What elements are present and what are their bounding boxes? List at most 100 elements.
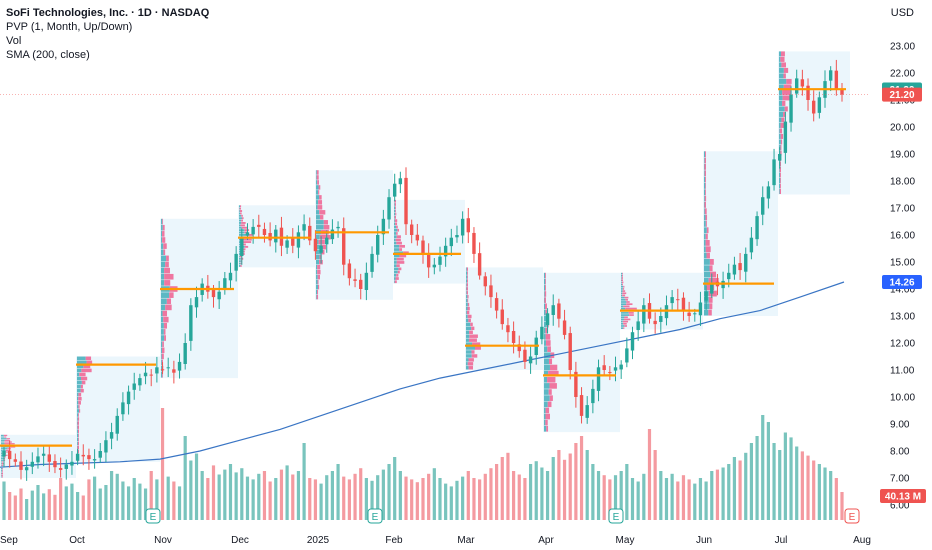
profile-row-down <box>468 318 471 323</box>
profile-row-down <box>467 298 469 303</box>
volume-bar <box>291 474 295 520</box>
volume-bar <box>472 478 476 520</box>
profile-row-up <box>704 220 706 227</box>
candle-body <box>2 451 6 457</box>
candle-body <box>53 461 57 468</box>
profile-row-up <box>394 244 400 248</box>
candle-body <box>494 298 499 311</box>
profile-row-down <box>623 285 625 288</box>
earnings-marker[interactable]: E <box>145 508 161 524</box>
profile-row-down <box>782 100 786 106</box>
profile-row-up <box>394 238 396 242</box>
earnings-marker[interactable]: E <box>608 508 624 524</box>
profile-row-down <box>317 180 319 185</box>
profile-row-up <box>77 421 78 425</box>
volume-bar <box>177 486 182 520</box>
profile-row-up <box>77 392 79 397</box>
profile-row-down <box>241 214 243 217</box>
currency-label[interactable]: USD <box>890 7 914 19</box>
profile-row-down <box>394 199 396 203</box>
profile-row-down <box>321 249 325 255</box>
volume-bar <box>200 471 204 520</box>
profile-row-up <box>779 133 781 139</box>
profile-row-down <box>397 270 400 274</box>
volume-bar <box>551 457 555 520</box>
profile-row-up <box>161 249 164 256</box>
profile-row-down <box>545 334 551 340</box>
profile-row-up <box>77 425 78 429</box>
profile-row-down <box>626 301 630 303</box>
profile-row-down <box>466 287 468 291</box>
candle-body <box>460 218 465 236</box>
profile-row-down <box>79 372 86 377</box>
profile-row-down <box>1 476 3 478</box>
earnings-label: E <box>150 512 157 523</box>
profile-row-down <box>78 433 79 437</box>
candle-body <box>155 367 159 374</box>
volume-bar <box>817 464 821 520</box>
volume-bar <box>381 469 385 520</box>
symbol-title[interactable]: SoFi Technologies, Inc. · 1D · NASDAQ <box>6 7 210 19</box>
profile-row-down <box>78 401 81 405</box>
volume-bar <box>160 408 165 520</box>
profile-row-down <box>546 425 549 432</box>
profile-row-down <box>780 133 784 139</box>
profile-row-up <box>1 449 6 451</box>
time-tick: Aug <box>853 535 871 546</box>
profile-row-up <box>621 327 624 329</box>
candle-body <box>778 154 782 161</box>
profile-row-up <box>77 384 81 389</box>
profile-row-up <box>466 314 468 319</box>
indicator-pvp[interactable]: PVP (1, Month, Up/Down) <box>6 21 133 33</box>
candle-body <box>115 415 119 434</box>
profile-row-up <box>239 265 241 267</box>
profile-row-up <box>466 354 472 358</box>
profile-row-down <box>549 383 557 389</box>
profile-row-down <box>1 474 3 476</box>
profile-row-down <box>628 312 634 314</box>
profile-row-up <box>316 274 318 280</box>
profile-row-up <box>621 298 626 301</box>
indicator-sma[interactable]: SMA (200, close) <box>6 49 90 61</box>
profile-box-oct <box>76 356 160 462</box>
profile-row-up <box>704 271 711 278</box>
candle-body <box>166 367 170 369</box>
volume-bar <box>155 479 159 520</box>
candle-body <box>749 237 754 253</box>
candle-body <box>528 356 533 364</box>
candle-body <box>138 378 142 386</box>
profile-row-up <box>1 441 5 443</box>
candle-body <box>766 186 771 199</box>
profile-row-down <box>704 157 706 164</box>
profile-row-up <box>239 255 240 258</box>
profile-row-up <box>316 244 321 250</box>
indicator-vol[interactable]: Vol <box>6 35 22 47</box>
volume-bar <box>681 475 686 520</box>
profile-row-down <box>626 303 633 306</box>
profile-row-up <box>161 224 163 231</box>
profile-row-up <box>77 356 86 361</box>
profile-row-down <box>709 303 713 310</box>
profile-row-up <box>779 117 782 123</box>
profile-row-down <box>317 279 319 285</box>
earnings-label: E <box>849 512 856 523</box>
profile-row-down <box>395 222 398 226</box>
candle-body <box>404 177 408 225</box>
profile-row-up <box>239 205 240 208</box>
volume-bar <box>234 472 238 520</box>
profile-row-down <box>2 469 3 471</box>
candle-body <box>477 253 482 276</box>
profile-row-up <box>161 304 166 311</box>
profile-row-up <box>161 237 163 243</box>
candle-body <box>392 183 397 197</box>
profile-row-up <box>704 182 706 189</box>
earnings-marker[interactable]: E <box>367 508 383 524</box>
profile-row-up <box>77 388 81 393</box>
profile-row-up <box>161 243 164 249</box>
earnings-marker[interactable]: E <box>844 508 860 524</box>
profile-row-down <box>548 389 552 395</box>
profile-row-up <box>77 368 82 373</box>
profile-row-down <box>708 309 712 316</box>
